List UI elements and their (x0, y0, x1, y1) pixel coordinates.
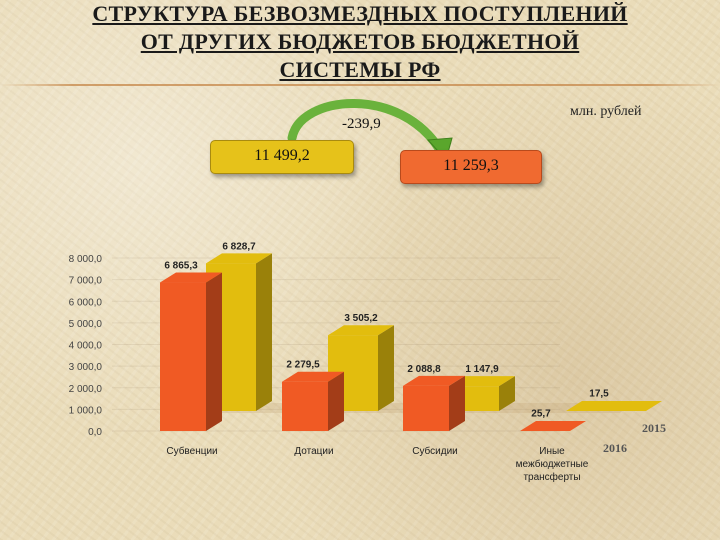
category-label: Дотации (294, 446, 333, 457)
data-label-2015: 17,5 (589, 389, 609, 400)
data-label-2016: 25,7 (531, 408, 551, 419)
bar-2015-flat (566, 401, 662, 411)
y-tick-label: 8 000,0 (69, 254, 103, 265)
data-label-2016: 6 865,3 (164, 261, 198, 272)
bar-2016-top (160, 272, 222, 283)
bar-2016-side (206, 272, 222, 431)
bar-2016-front (403, 385, 449, 431)
category-label: Субвенции (166, 445, 217, 457)
title-line-1: СТРУКТУРА БЕЗВОЗМЕЗДНЫХ ПОСТУПЛЕНИЙ (92, 1, 628, 26)
title-divider (0, 84, 720, 86)
data-label-2016: 2 088,8 (407, 364, 441, 375)
y-tick-label: 4 000,0 (69, 341, 103, 352)
bar-2015-side (378, 325, 394, 411)
total-2016-box: 11 259,3 (400, 150, 542, 184)
y-tick-label: 6 000,0 (69, 297, 103, 308)
unit-label: млн. рублей (570, 104, 642, 119)
y-tick-label: 1 000,0 (69, 405, 103, 416)
bar-2015-side (499, 376, 515, 411)
bar-2016-top (403, 375, 465, 386)
bar-2016-front (160, 282, 206, 431)
title-line-2: ОТ ДРУГИХ БЮДЖЕТОВ БЮДЖЕТНОЙ (140, 29, 580, 54)
bar-2016-flat (520, 421, 586, 431)
bar-2016-side (449, 375, 465, 431)
bar-2016-side (328, 371, 344, 431)
bar-2016-front (282, 381, 328, 431)
bar-2016-top (282, 371, 344, 382)
category-label: Иные (539, 446, 565, 457)
page-title: СТРУКТУРА БЕЗВОЗМЕЗДНЫХ ПОСТУПЛЕНИЙ ОТ Д… (40, 0, 680, 84)
total-2015-box: 11 499,2 (210, 140, 354, 174)
category-label: межбюджетные (516, 458, 589, 470)
bar-2015-side (256, 253, 272, 411)
data-label-2015: 3 505,2 (344, 313, 378, 324)
y-tick-label: 5 000,0 (69, 319, 103, 330)
bar-chart: 0,0 1 000,0 2 000,0 3 000,0 4 000,0 5 000,0 6 … (69, 241, 666, 483)
category-label: трансферты (523, 471, 580, 483)
series-label-2015: 2015 (642, 421, 666, 435)
title-line-3: СИСТЕМЫ РФ (279, 57, 441, 82)
y-tick-label: 0,0 (88, 427, 102, 438)
data-label-2015: 6 828,7 (222, 241, 256, 252)
change-value: -239,9 (342, 116, 381, 132)
category-label: Субсидии (412, 445, 458, 457)
y-tick-label: 2 000,0 (69, 384, 103, 395)
bar-2015-top (206, 253, 272, 264)
data-label-2015: 1 147,9 (465, 364, 499, 375)
y-tick-label: 3 000,0 (69, 362, 103, 373)
change-arrow-icon (287, 99, 445, 155)
data-label-2016: 2 279,5 (286, 360, 320, 371)
series-label-2016: 2016 (603, 441, 627, 455)
y-tick-label: 7 000,0 (69, 276, 103, 287)
bar-2015-top (449, 376, 515, 387)
bar-2015-top (328, 325, 394, 336)
